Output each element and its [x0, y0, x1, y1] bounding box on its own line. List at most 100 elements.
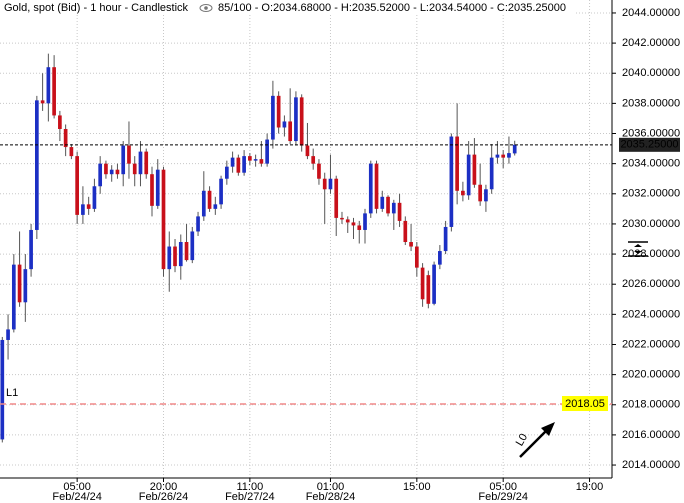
x-tick-label: 19:00 — [576, 481, 604, 493]
y-tick-label: 2040.00000 — [622, 67, 680, 79]
candle-body — [322, 178, 327, 190]
x-tick-label: 15:00 — [403, 481, 431, 493]
candle-body — [276, 95, 281, 128]
candle-body — [386, 196, 390, 214]
y-tick-label: 2034.00000 — [622, 158, 680, 170]
last-price-box — [619, 137, 680, 152]
candle-body — [495, 154, 500, 158]
y-tick-label: 2018.00000 — [622, 399, 680, 411]
candle-body — [368, 163, 373, 214]
candle-body — [426, 275, 431, 304]
candle-body — [271, 95, 275, 140]
candle-body — [455, 136, 459, 191]
y-tick-label: 2026.00000 — [622, 278, 680, 290]
candle-body — [242, 156, 246, 173]
candle-body — [501, 154, 506, 158]
candle-body — [317, 163, 321, 179]
candle-body — [282, 121, 287, 128]
candle-body — [299, 97, 304, 146]
candle-body — [265, 139, 269, 164]
candle-body — [484, 189, 488, 202]
candle-body — [196, 216, 200, 232]
candle-body — [466, 154, 471, 196]
candle-body — [512, 144, 517, 154]
candle-body — [351, 222, 356, 226]
candle-body — [432, 264, 436, 304]
x-tick-label: 20:00 — [150, 481, 178, 493]
x-tick-date: Feb/26/24 — [139, 491, 189, 503]
candle-body — [201, 190, 206, 217]
candle-body — [104, 163, 108, 175]
x-tick-label: 01:00 — [317, 481, 345, 493]
candle-body — [443, 226, 448, 252]
candle-body — [224, 166, 229, 179]
y-tick-label: 2030.00000 — [622, 218, 680, 230]
candle-body — [449, 136, 454, 227]
scale-icon[interactable] — [628, 241, 648, 257]
candle-body — [409, 242, 413, 247]
candle-body — [259, 159, 264, 164]
y-tick-label: 2038.00000 — [622, 97, 680, 109]
x-tick-date: Feb/27/24 — [225, 491, 275, 503]
candle-body — [92, 186, 97, 209]
candles — [0, 53, 517, 443]
annotation: L0 — [514, 432, 531, 449]
candle-body — [81, 204, 85, 215]
candle-body — [167, 246, 172, 270]
eye-icon — [199, 4, 213, 12]
candle-body — [132, 163, 137, 175]
y-tick-label: 2028.00000 — [622, 248, 680, 260]
candle-body — [109, 169, 114, 175]
candle-body — [6, 329, 10, 340]
candle-body — [311, 156, 316, 164]
candle-body — [230, 157, 235, 167]
candle-body — [305, 145, 310, 157]
candle-body — [334, 178, 339, 218]
candle-body — [213, 204, 218, 209]
level-name: L1 — [6, 387, 18, 399]
candle-body — [161, 169, 166, 270]
candle-body — [35, 100, 39, 230]
candle-body — [414, 246, 419, 268]
candle-body — [219, 178, 223, 205]
candle-body — [328, 178, 333, 190]
header-background — [0, 0, 575, 15]
candle-body — [472, 154, 477, 185]
candle-body — [178, 242, 183, 267]
candle-body — [380, 196, 385, 209]
y-tick-label: 2022.00000 — [622, 338, 680, 350]
candle-body — [52, 67, 56, 116]
candle-body — [345, 219, 350, 223]
candle-body — [391, 202, 396, 214]
candle-body — [11, 264, 16, 330]
candle-body — [357, 225, 362, 230]
candle-body — [98, 163, 103, 187]
arrow — [519, 422, 555, 458]
candle-body — [190, 231, 195, 261]
candle-body — [29, 229, 33, 270]
candle-body — [403, 220, 408, 243]
level-label-box — [562, 396, 608, 412]
candle-body — [63, 128, 68, 148]
candle-body — [40, 100, 45, 104]
y-tick-label: 2016.00000 — [622, 429, 680, 441]
candle-body — [173, 246, 177, 267]
candle-body — [46, 67, 51, 104]
candle-body — [489, 157, 494, 190]
candle-body — [374, 163, 379, 209]
candle-body — [207, 190, 212, 209]
last-price-label: 2035.25000 — [620, 139, 678, 151]
candle-body — [248, 156, 252, 161]
candle-body — [438, 251, 442, 265]
candle-body — [127, 145, 131, 164]
candle-body — [150, 174, 154, 206]
candle-body — [23, 269, 28, 303]
x-tick-date: Feb/29/24 — [478, 491, 528, 503]
candle-body — [144, 151, 149, 175]
y-tick-label: 2024.00000 — [622, 308, 680, 320]
candle-body — [420, 267, 425, 300]
candle-body — [86, 204, 91, 209]
x-tick-date: Feb/24/24 — [52, 491, 102, 503]
x-tick-date: Feb/28/24 — [306, 491, 356, 503]
